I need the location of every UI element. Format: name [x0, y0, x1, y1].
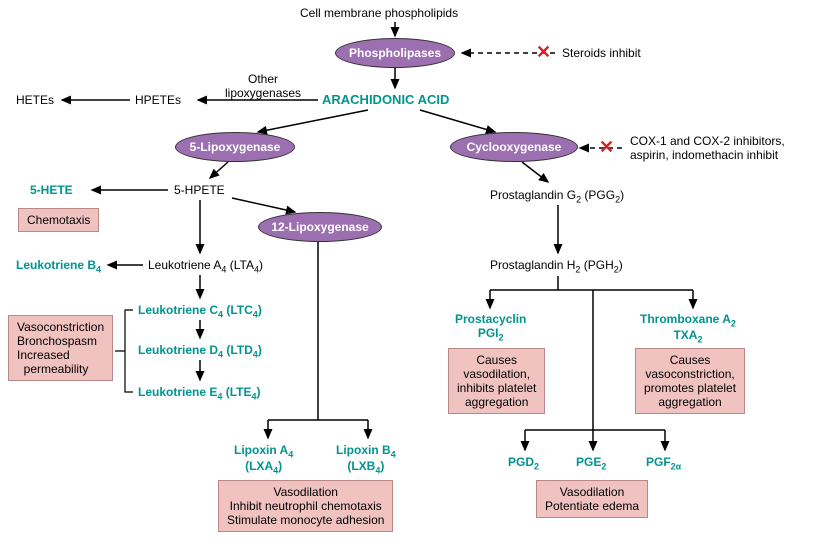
inhibit-x-steroids: ✕ — [536, 42, 551, 63]
label-steroids: Steroids inhibit — [562, 46, 641, 60]
node-5-hete: 5-HETE — [30, 183, 73, 197]
node-lxb4: Lipoxin B4(LXB4) — [336, 443, 396, 476]
node-txa2: Thromboxane A2TXA2 — [640, 312, 736, 345]
diagram-edges — [0, 0, 821, 560]
node-start: Cell membrane phospholipids — [300, 6, 458, 20]
node-ltb4: Leukotriene B4 — [16, 258, 101, 274]
label-cox-inhibitors: COX-1 and COX-2 inhibitors, aspirin, ind… — [630, 134, 785, 162]
node-pgd2: PGD2 — [508, 455, 539, 471]
node-hpetes: HPETEs — [135, 93, 181, 107]
enzyme-12-lipoxygenase: 12-Lipoxygenase — [258, 212, 382, 242]
node-pgh2: Prostaglandin H2 (PGH2) — [490, 258, 623, 274]
node-ltd4: Leukotriene D4 (LTD4) — [138, 343, 262, 359]
node-lxa4: Lipoxin A4(LXA4) — [234, 443, 293, 476]
effect-chemotaxis: Chemotaxis — [18, 208, 99, 232]
inhibit-x-cox: ✕ — [599, 137, 614, 158]
enzyme-5-lipoxygenase: 5-Lipoxygenase — [175, 132, 295, 162]
node-lta4: Leukotriene A4 (LTA4) — [148, 258, 263, 274]
effect-leukotrienes: Vasoconstriction Bronchospasm Increased … — [8, 315, 113, 381]
node-arachidonic-acid: ARACHIDONIC ACID — [322, 92, 449, 107]
effect-txa2: Causes vasoconstriction, promotes platel… — [635, 348, 745, 414]
enzyme-phospholipases: Phospholipases — [335, 38, 455, 68]
node-pgg2: Prostaglandin G2 (PGG2) — [490, 188, 624, 204]
enzyme-cyclooxygenase: Cyclooxygenase — [450, 132, 578, 162]
node-pge2: PGE2 — [576, 455, 606, 471]
effect-prostaglandins: Vasodilation Potentiate edema — [536, 480, 648, 518]
effect-pgi2: Causes vasodilation, inhibits platelet a… — [448, 348, 545, 414]
label-other-lipox: Other lipoxygenases — [225, 72, 301, 100]
node-pgf2a: PGF2α — [646, 455, 681, 471]
node-pgi2: ProstacyclinPGI2 — [455, 312, 526, 342]
effect-lipoxins: Vasodilation Inhibit neutrophil chemotax… — [218, 480, 393, 532]
node-ltc4: Leukotriene C4 (LTC4) — [138, 303, 262, 319]
node-hetes: HETEs — [16, 93, 54, 107]
node-5-hpete: 5-HPETE — [174, 183, 225, 197]
node-lte4: Leukotriene E4 (LTE4) — [138, 385, 261, 401]
